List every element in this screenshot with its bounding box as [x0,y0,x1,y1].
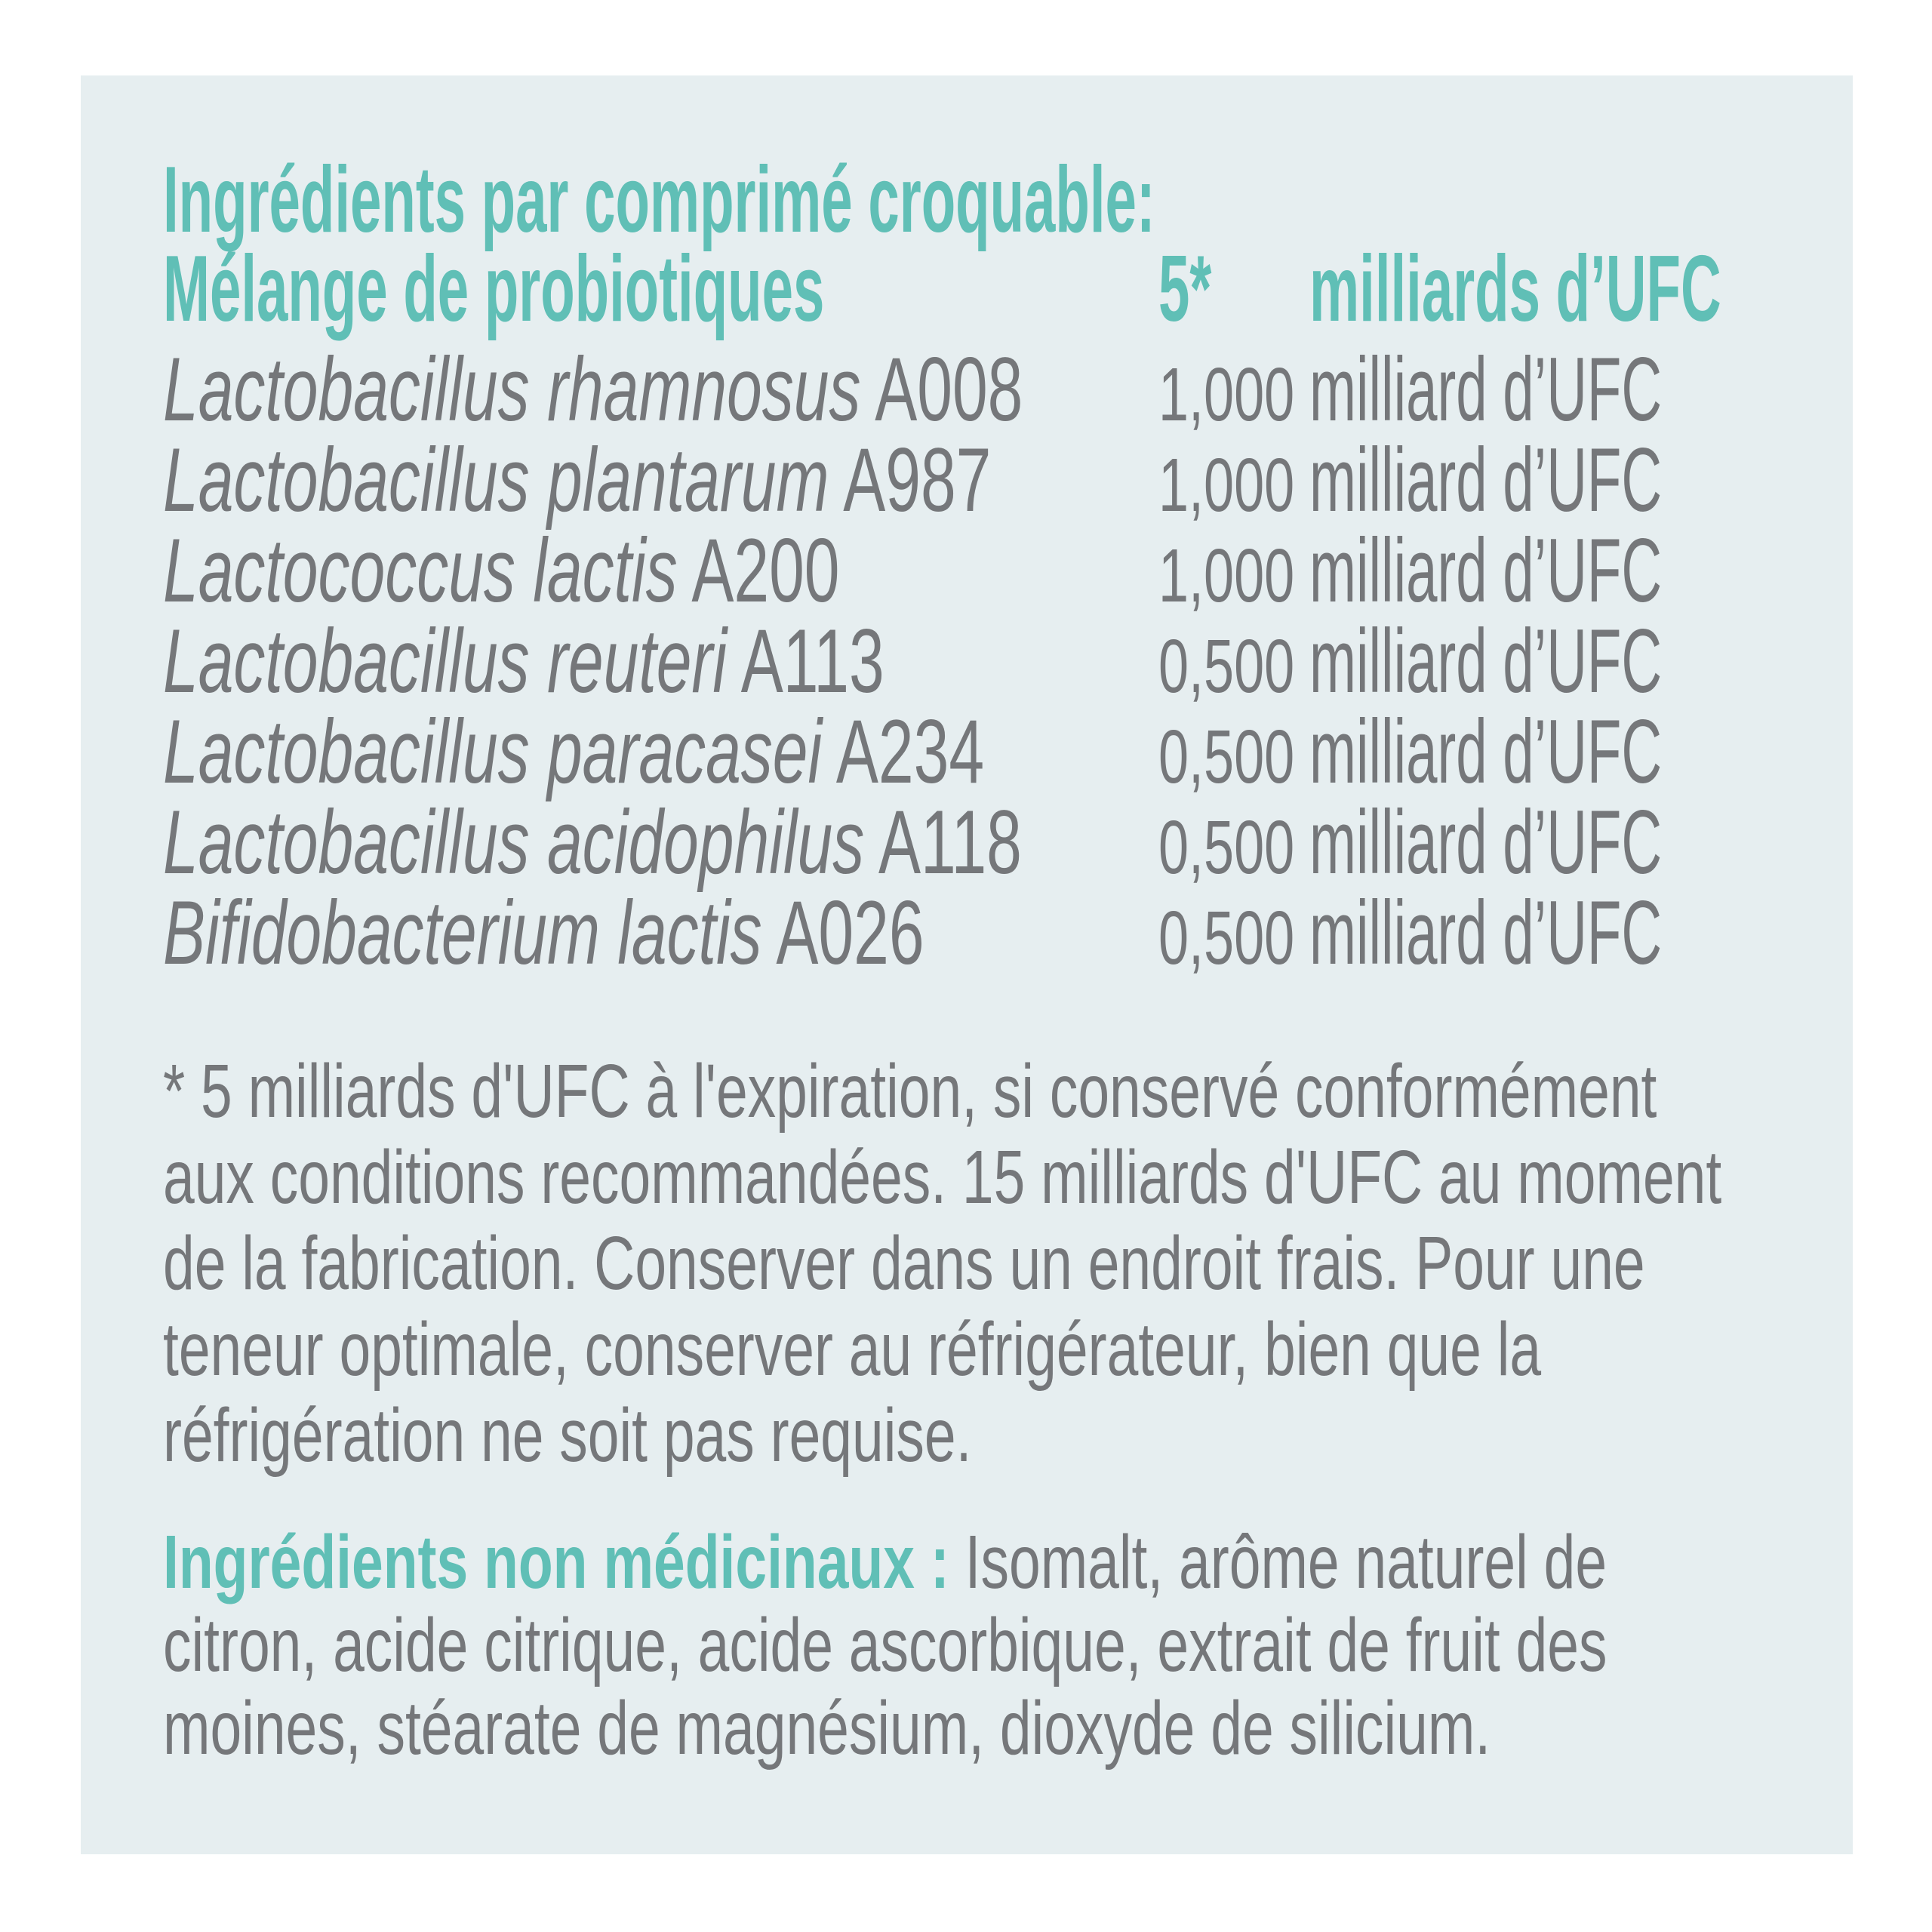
table-header-unit-line: milliards d’UFC [1309,242,1932,336]
table-header-name: Mélange de probiotiques [163,237,825,341]
table-row: Lactobacillus rhamnosus A008 [163,344,1392,435]
unit-label: milliard d’UFC [1309,882,1663,983]
amount-cell: 1,000 [1158,357,1347,432]
table-header-unit: milliards d’UFC [1309,237,1721,341]
non-medicinal-line: moines, stéarate de magnésium, dioxyde d… [163,1690,1932,1766]
amount-cell: 1,000 [1158,538,1347,614]
label-panel: Ingrédients par comprimé croquable: Méla… [81,75,1853,1854]
amount-cell: 0,500 [1158,900,1347,976]
unit-cell: milliard d’UFC [1309,435,1878,525]
species-name: Lactobacillus paracasei [163,701,823,802]
amount-value: 1,000 [1158,352,1295,437]
amount-value: 0,500 [1158,896,1295,980]
strain-code: A118 [878,792,1022,893]
footnote-line: réfrigération ne soit pas requise. [163,1393,972,1478]
amount-value: 1,000 [1158,443,1295,528]
non-medicinal-line: citron, acide citrique, acide ascorbique… [163,1607,1932,1683]
unit-label: milliard d’UFC [1309,701,1663,802]
unit-label: milliard d’UFC [1309,339,1663,440]
amount-value: 0,500 [1158,624,1295,709]
unit-label: milliard d’UFC [1309,611,1663,712]
species-name: Lactobacillus plantarum [163,429,829,531]
non-medicinal-text: moines, stéarate de magnésium, dioxyde d… [163,1686,1491,1770]
unit-cell: milliard d’UFC [1309,706,1878,797]
non-medicinal-line: Ingrédients non médicinaux : Isomalt, ar… [163,1524,1932,1600]
table-row: Lactococcus lactis A200 [163,525,1130,616]
table-header-amount-line: 5* [1158,242,1247,336]
strain-code: A113 [740,611,884,712]
unit-cell: milliard d’UFC [1309,616,1878,706]
table-row: Lactobacillus plantarum A987 [163,435,1346,525]
footnote-line: teneur optimale, conserver au réfrigérat… [163,1307,1542,1392]
strain-code: A008 [875,339,1023,440]
species-name: Lactobacillus acidophilus [163,792,865,893]
table-header-amount: 5* [1158,237,1212,341]
strain-code: A234 [835,701,985,802]
table-header-name-line: Mélange de probiotiques [163,242,1266,336]
species-name: Bifidobacterium lactis [163,882,762,983]
page-title: Ingrédients par comprimé croquable: [163,148,1155,252]
table-row: Bifidobacterium lactis A026 [163,888,1251,978]
unit-cell: milliard d’UFC [1309,525,1878,616]
footnote-line: * 5 milliards d'UFC à l'expiration, si c… [163,1049,1657,1134]
amount-value: 0,500 [1158,805,1295,890]
strain-code: A026 [776,882,924,983]
species-name: Lactobacillus reuteri [163,611,728,712]
table-row: Lactobacillus reuteri A113 [163,616,1193,706]
unit-label: milliard d’UFC [1309,792,1663,893]
amount-value: 1,000 [1158,534,1295,618]
unit-label: milliard d’UFC [1309,429,1663,531]
footnote-line: de la fabrication. Conserver dans un end… [163,1221,1645,1306]
species-name: Lactococcus lactis [163,520,678,621]
table-row: Lactobacillus paracasei A234 [163,706,1336,797]
unit-cell: milliard d’UFC [1309,797,1878,888]
amount-cell: 0,500 [1158,719,1347,795]
unit-cell: milliard d’UFC [1309,888,1878,978]
non-medicinal-text: Isomalt, arôme naturel de [964,1520,1607,1604]
strain-code: A200 [691,520,840,621]
amount-cell: 0,500 [1158,810,1347,885]
title-line: Ingrédients par comprimé croquable: [163,153,1817,247]
amount-cell: 0,500 [1158,629,1347,704]
table-row: Lactobacillus acidophilus A118 [163,797,1390,888]
amount-cell: 1,000 [1158,448,1347,523]
unit-label: milliard d’UFC [1309,520,1663,621]
strain-code: A987 [843,429,992,531]
non-medicinal-text: citron, acide citrique, acide ascorbique… [163,1603,1607,1687]
footnote-line: aux conditions recommandées. 15 milliard… [163,1135,1722,1220]
unit-cell: milliard d’UFC [1309,344,1878,435]
species-name: Lactobacillus rhamnosus [163,339,861,440]
non-medicinal-label: Ingrédients non médicinaux : [163,1520,949,1604]
amount-value: 0,500 [1158,715,1295,799]
